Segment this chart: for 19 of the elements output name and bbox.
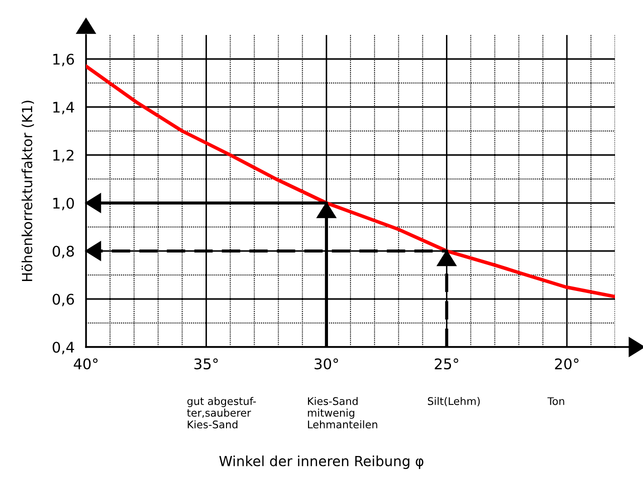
text: gut abgestuf- ter,sauberer Kies-Sand <box>187 397 256 428</box>
x-tick-label: 40° <box>74 358 98 370</box>
text: Kies-Sand mitwenig Lehmanteilen <box>308 397 378 428</box>
line-series <box>86 64 615 298</box>
y-tick-label: 0,8 <box>52 246 74 258</box>
y-tick-label: 0,4 <box>52 342 74 354</box>
y-tick-label: 1,0 <box>53 198 74 210</box>
text: Winkel der inneren Reibung φ <box>219 456 424 469</box>
text: Silt(Lehm) <box>428 397 480 406</box>
x-tick-label: 25° <box>434 358 458 370</box>
y-tick-label: 0,6 <box>52 294 74 306</box>
y-tick-label: 1,4 <box>53 102 74 114</box>
x-tick-label: 35° <box>194 358 218 370</box>
y-axis-title: Höhenkorrekturfaktor (K1) <box>22 100 34 282</box>
x-tick-label: 30° <box>314 358 338 370</box>
text: Ton <box>547 397 564 406</box>
y-tick-label: 1,2 <box>53 150 74 162</box>
x-tick-label: 20° <box>555 358 578 370</box>
y-tick-label: 1,6 <box>53 54 74 66</box>
